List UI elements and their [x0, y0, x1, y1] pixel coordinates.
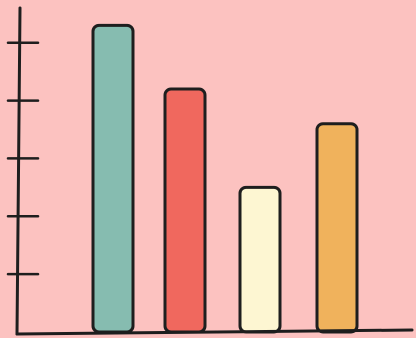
bar-3	[238, 185, 282, 334]
x-axis	[15, 328, 414, 336]
bars	[91, 23, 359, 334]
y-axis-ticks	[6, 41, 40, 276]
bar-2	[163, 87, 207, 334]
y-axis	[15, 6, 22, 336]
bar-4	[315, 122, 359, 334]
bar-1	[91, 23, 135, 334]
